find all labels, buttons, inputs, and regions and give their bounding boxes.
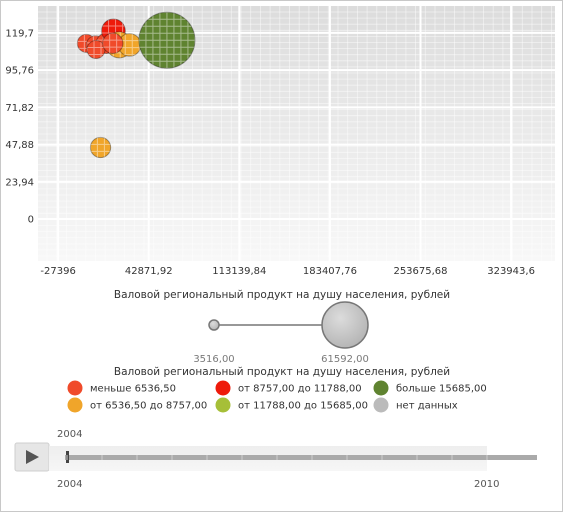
x-axis: -27396 42871,92 113139,84 183407,76 253675,6… [40, 266, 535, 277]
legend-label: от 8757,00 до 11788,00 [238, 384, 362, 395]
size-legend-max-circle [321, 301, 369, 349]
bubble[interactable] [86, 40, 106, 60]
y-tick-label: 119,7 [5, 28, 34, 39]
legend-swatch [215, 397, 231, 413]
legend-swatch [373, 380, 389, 396]
legend-label: меньше 6536,50 [90, 384, 176, 395]
x-tick-label: 323943,6 [487, 266, 535, 277]
y-tick-label: 47,88 [5, 140, 34, 151]
size-legend-title: Валовой региональный продукт на душу нас… [114, 366, 450, 378]
bubble[interactable] [138, 11, 196, 69]
timeline: 2004 2004 2010 [14, 429, 537, 490]
legend-label: больше 15685,00 [396, 384, 487, 395]
play-icon [26, 450, 39, 464]
y-axis: 0 23,94 47,88 71,82 95,76 119,7 [5, 28, 34, 225]
color-legend: меньше 6536,50 от 8757,00 до 11788,00 боль… [67, 380, 487, 413]
size-legend-max-label: 61592,00 [321, 354, 369, 365]
bubble[interactable] [102, 32, 124, 54]
legend-label: нет данных [396, 401, 458, 412]
legend-item: от 11788,00 до 15685,00 [215, 397, 368, 413]
legend-item: от 6536,50 до 8757,00 [67, 397, 207, 413]
timeline-current-year: 2004 [57, 429, 82, 440]
legend-label: от 11788,00 до 15685,00 [238, 401, 368, 412]
x-tick-label: 42871,92 [125, 266, 173, 277]
legend-item: меньше 6536,50 [67, 380, 176, 396]
timeline-track[interactable] [65, 455, 537, 460]
y-tick-label: 23,94 [5, 177, 34, 188]
legend-swatch [67, 397, 83, 413]
x-tick-label: 183407,76 [303, 266, 357, 277]
size-legend: 3516,00 61592,00 Валовой региональный пр… [114, 301, 450, 378]
y-tick-label: 0 [28, 215, 34, 226]
legend-label: от 6536,50 до 8757,00 [90, 401, 207, 412]
y-tick-label: 71,82 [5, 103, 34, 114]
x-axis-title: Валовой региональный продукт на душу нас… [114, 289, 450, 301]
legend-swatch [215, 380, 231, 396]
timeline-ticks [66, 455, 488, 460]
legend-item: больше 15685,00 [373, 380, 487, 396]
legend-item: от 8757,00 до 11788,00 [215, 380, 362, 396]
legend-swatch [67, 380, 83, 396]
x-tick-label: -27396 [40, 266, 75, 277]
timeline-end-year: 2010 [474, 479, 499, 490]
bubble[interactable] [89, 136, 112, 159]
bubbles-layer [76, 11, 196, 159]
size-legend-min-label: 3516,00 [193, 354, 234, 365]
legend-item: нет данных [373, 397, 458, 413]
timeline-start-year: 2004 [57, 479, 82, 490]
x-tick-label: 113139,84 [212, 266, 266, 277]
legend-swatch [373, 397, 389, 413]
x-tick-label: 253675,68 [393, 266, 447, 277]
size-legend-min-circle [208, 319, 220, 331]
y-tick-label: 95,76 [5, 66, 34, 77]
